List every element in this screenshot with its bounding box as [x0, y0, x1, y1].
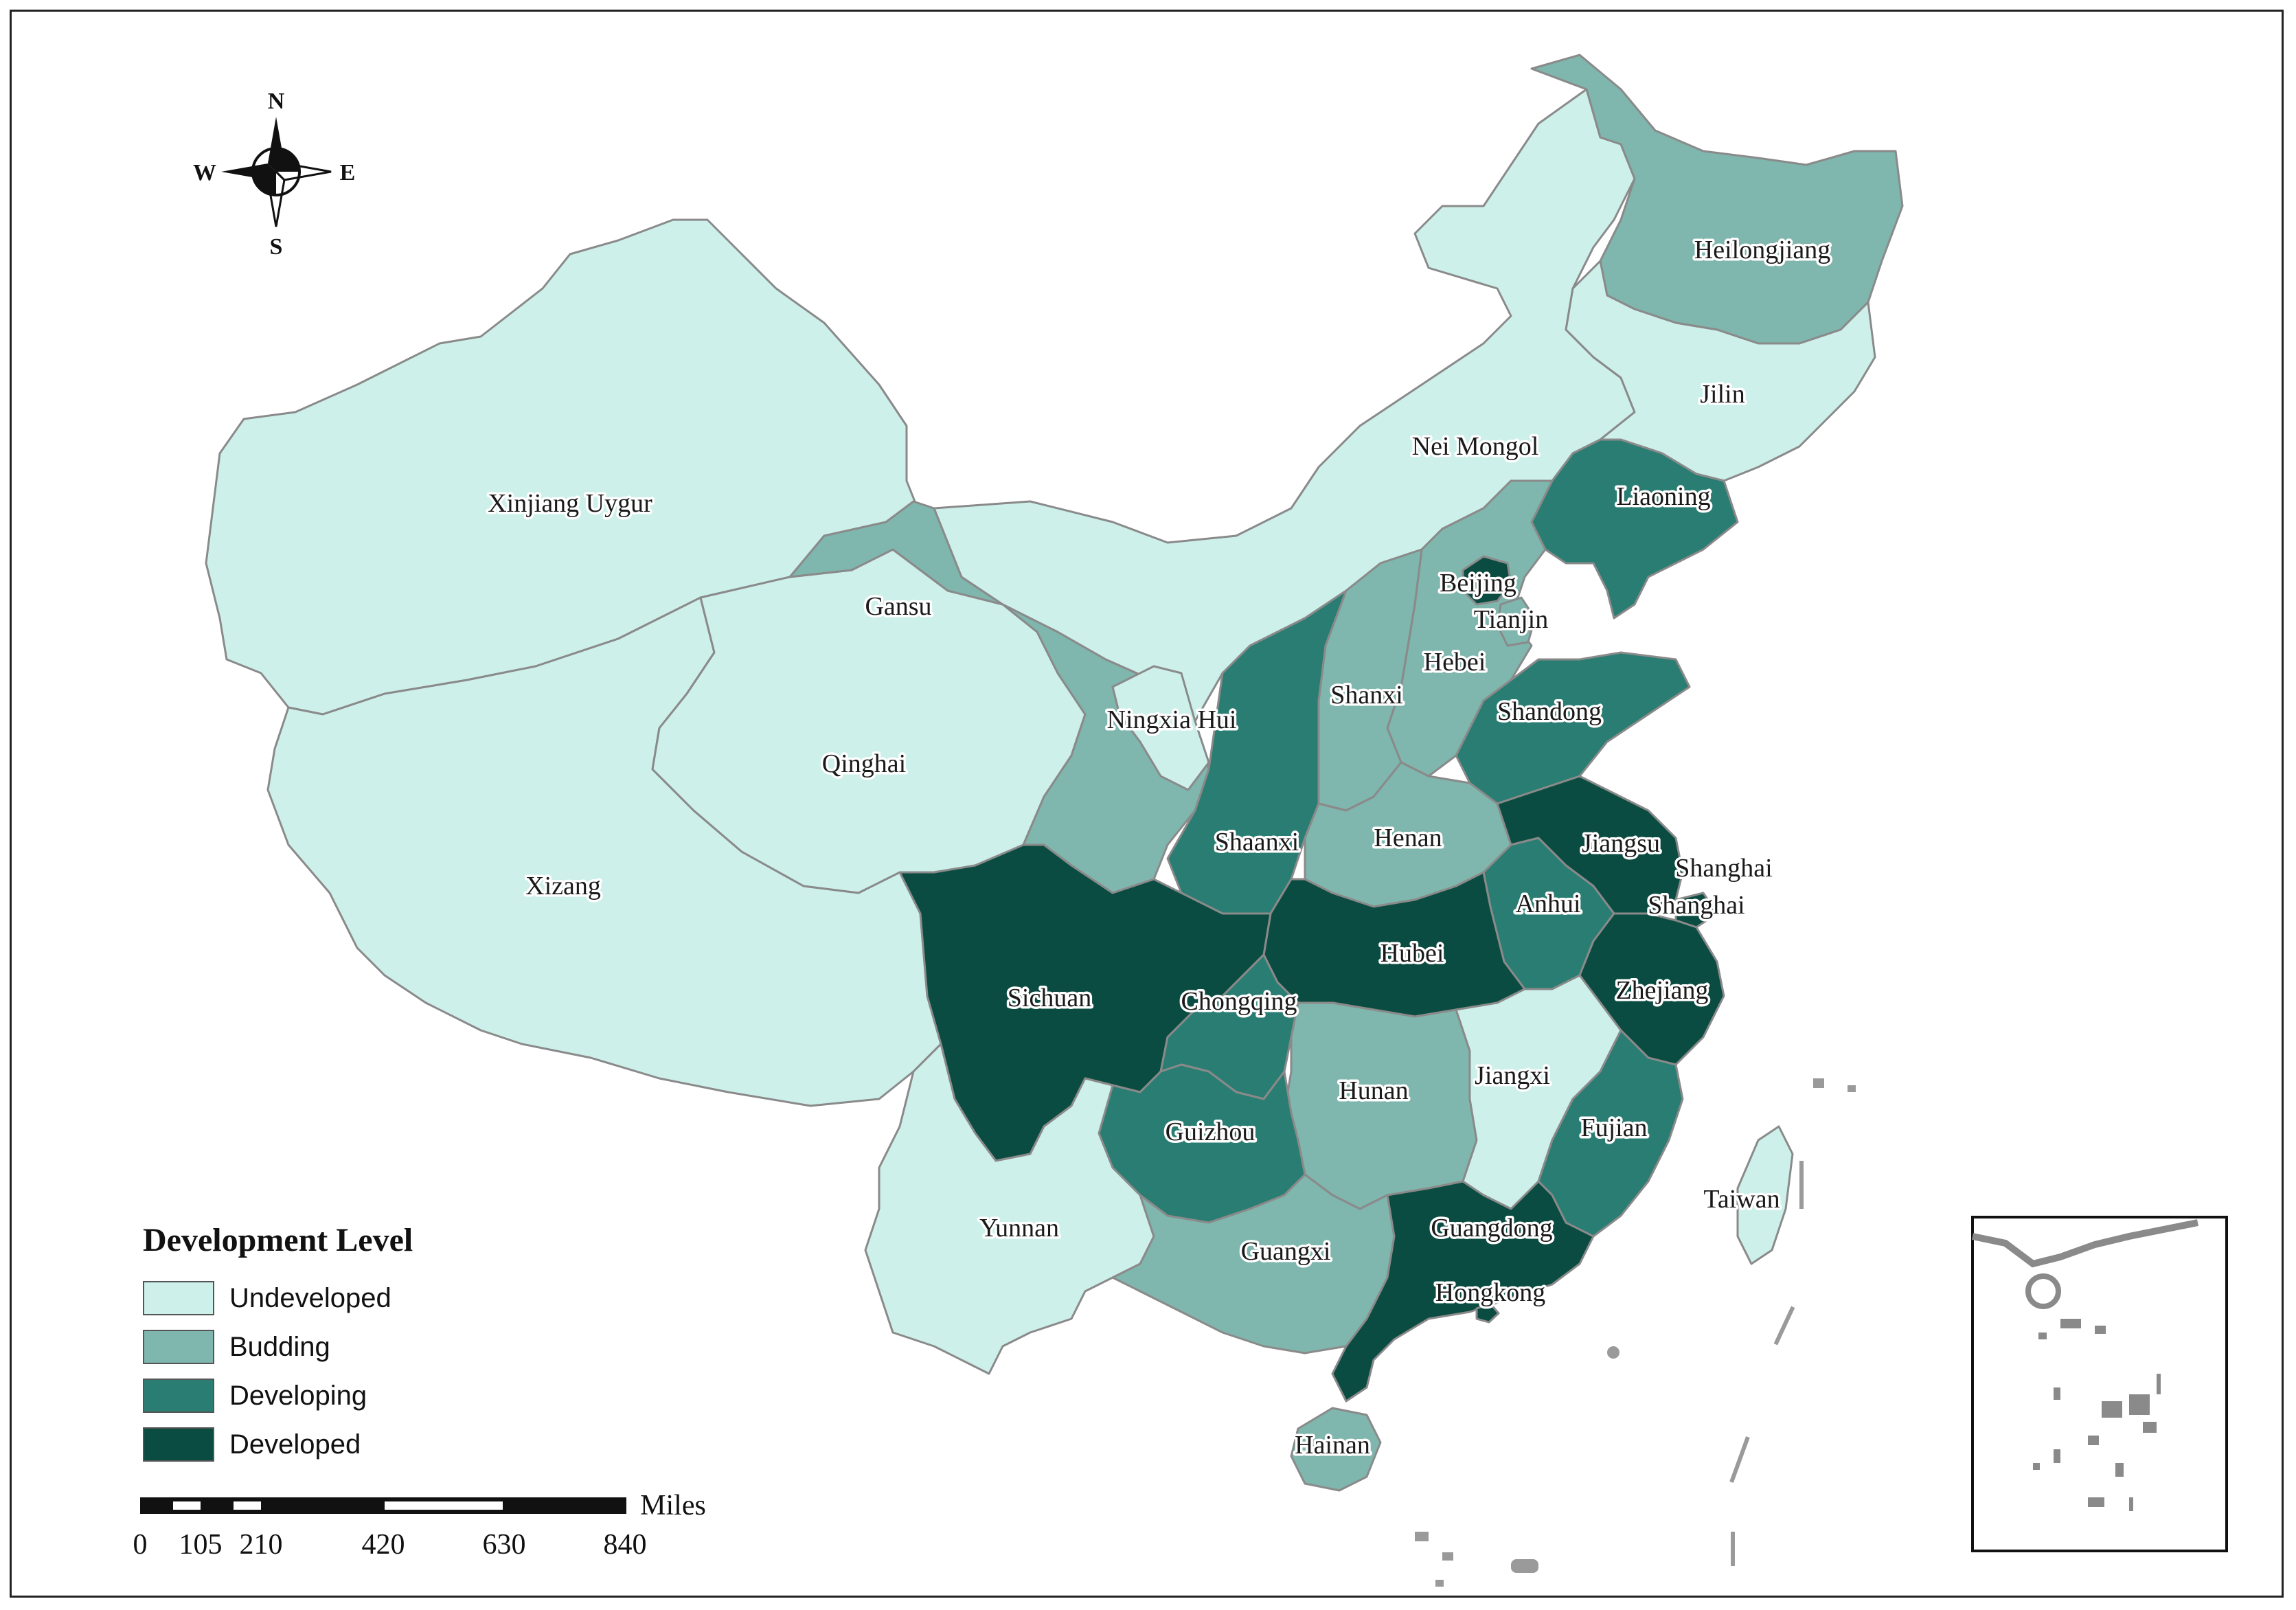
- province-yunnan: [864, 1043, 1155, 1375]
- legend-swatch-undeveloped: [143, 1281, 214, 1315]
- label-xinjiang: Xinjiang Uygur: [488, 489, 652, 518]
- province-shanghai: [1674, 892, 1718, 929]
- label-hainan: Hainan: [1295, 1431, 1370, 1460]
- legend-item-undeveloped: Undeveloped: [143, 1280, 391, 1316]
- label-heilongjiang: Heilongjiang: [1694, 236, 1830, 264]
- compass-e: E: [340, 160, 356, 185]
- label-anhui: Anhui: [1516, 889, 1581, 918]
- province-hongkong: [1475, 1302, 1500, 1324]
- legend-item-developed: Developed: [143, 1427, 361, 1462]
- label-beijing: Beijing: [1440, 569, 1516, 598]
- province-ningxia: [1111, 665, 1210, 791]
- scale-tick-3: 420: [362, 1529, 405, 1561]
- label-guizhou: Guizhou: [1166, 1118, 1255, 1146]
- label-shanxi: Shanxi: [1330, 681, 1403, 710]
- legend-label-undeveloped: Undeveloped: [229, 1282, 391, 1313]
- compass-n: N: [268, 89, 285, 114]
- scale-bar: Miles 0 105 210 420 630 840: [133, 1490, 706, 1561]
- label-shanghai: Shanghai: [1675, 854, 1772, 883]
- province-beijing: [1462, 555, 1512, 606]
- inset-map: [1971, 1216, 2228, 1552]
- scale-unit: Miles: [640, 1490, 706, 1521]
- label-chongqing: Chongqing: [1181, 987, 1297, 1016]
- label-ningxia: Ningxia Hui: [1107, 705, 1237, 734]
- legend-label-budding: Budding: [229, 1331, 330, 1362]
- map-frame: [10, 10, 2284, 1598]
- label-fujian: Fujian: [1580, 1113, 1647, 1142]
- compass-rose: N S E W: [193, 89, 355, 260]
- compass-s: S: [270, 234, 283, 260]
- scale-tick-0: 0: [133, 1529, 148, 1561]
- label-hunan: Hunan: [1339, 1076, 1408, 1105]
- province-hainan: [1290, 1407, 1382, 1492]
- scale-tick-2: 210: [240, 1529, 283, 1561]
- province-taiwan: [1736, 1125, 1794, 1265]
- label-hubei: Hubei: [1380, 939, 1444, 968]
- label-shandong: Shandong: [1497, 697, 1602, 726]
- label-qinghai: Qinghai: [822, 749, 906, 778]
- scale-tick-5: 840: [604, 1529, 647, 1561]
- legend-title: Development Level: [143, 1222, 413, 1258]
- islands-decoration: [1415, 1078, 1856, 1587]
- scale-tick-1: 105: [179, 1529, 223, 1561]
- province-jilin: [1565, 260, 1876, 482]
- province-liaoning: [1530, 438, 1739, 620]
- legend-swatch-developing: [143, 1379, 214, 1413]
- label-liaoning: Liaoning: [1616, 482, 1710, 511]
- legend-swatch-budding: [143, 1330, 214, 1364]
- label-henan: Henan: [1374, 824, 1442, 852]
- label-hebei: Hebei: [1424, 648, 1486, 677]
- label-sichuan: Sichuan: [1008, 984, 1091, 1012]
- label-xizang: Xizang: [525, 872, 601, 900]
- label-taiwan: Taiwan: [1703, 1185, 1780, 1214]
- label-jiangsu: Jiangsu: [1582, 829, 1660, 858]
- compass-w: W: [193, 160, 216, 185]
- legend-label-developing: Developing: [229, 1380, 367, 1411]
- label-tianjin: Tianjin: [1474, 605, 1548, 634]
- province-hunan: [1283, 1001, 1478, 1210]
- province-shandong: [1455, 651, 1691, 805]
- label-yunnan: Yunnan: [979, 1214, 1059, 1243]
- legend-item-budding: Budding: [143, 1329, 330, 1365]
- legend-item-developing: Developing: [143, 1378, 367, 1414]
- label-jilin: Jilin: [1700, 380, 1744, 409]
- label-hongkong: Hongkong: [1435, 1278, 1545, 1307]
- label-gansu: Gansu: [865, 592, 931, 621]
- scale-tick-4: 630: [483, 1529, 526, 1561]
- legend-label-developed: Developed: [229, 1429, 361, 1460]
- label-neimongol: Nei Mongol: [1412, 432, 1539, 461]
- label-zhejiang: Zhejiang: [1615, 976, 1708, 1005]
- province-tianjin: [1496, 596, 1536, 647]
- label-shanghai-2: Shanghai: [1648, 891, 1744, 920]
- label-guangxi: Guangxi: [1241, 1237, 1331, 1266]
- legend-swatch-developed: [143, 1427, 214, 1462]
- label-guangdong: Guangdong: [1431, 1214, 1552, 1243]
- label-shaanxi: Shaanxi: [1215, 828, 1299, 857]
- label-jiangxi: Jiangxi: [1475, 1061, 1550, 1090]
